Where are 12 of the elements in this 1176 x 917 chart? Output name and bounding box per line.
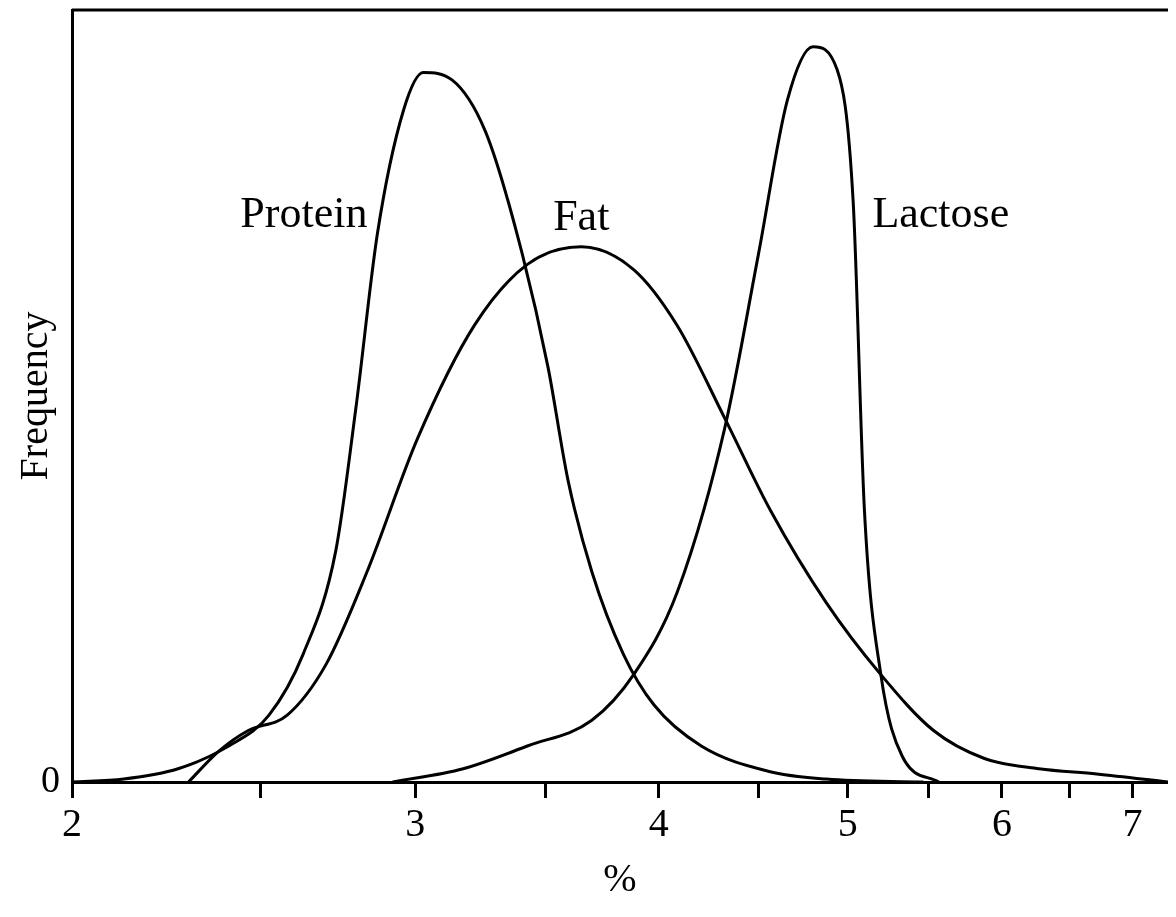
x-tick-label: 5 bbox=[837, 799, 858, 845]
x-tick-label: 6 bbox=[991, 799, 1012, 845]
x-tick-label: 7 bbox=[1122, 799, 1143, 845]
x-tick-label: 2 bbox=[62, 799, 82, 845]
series-label: Lactose bbox=[872, 188, 1010, 238]
series-label: Fat bbox=[553, 191, 610, 241]
x-tick-label: 4 bbox=[648, 799, 669, 845]
text: 0 bbox=[41, 757, 60, 800]
x-axis-title: % bbox=[603, 854, 637, 900]
x-tick-label: 3 bbox=[405, 799, 426, 845]
y-axis-title: Frequency bbox=[10, 311, 56, 481]
series-label: Protein bbox=[240, 188, 368, 238]
